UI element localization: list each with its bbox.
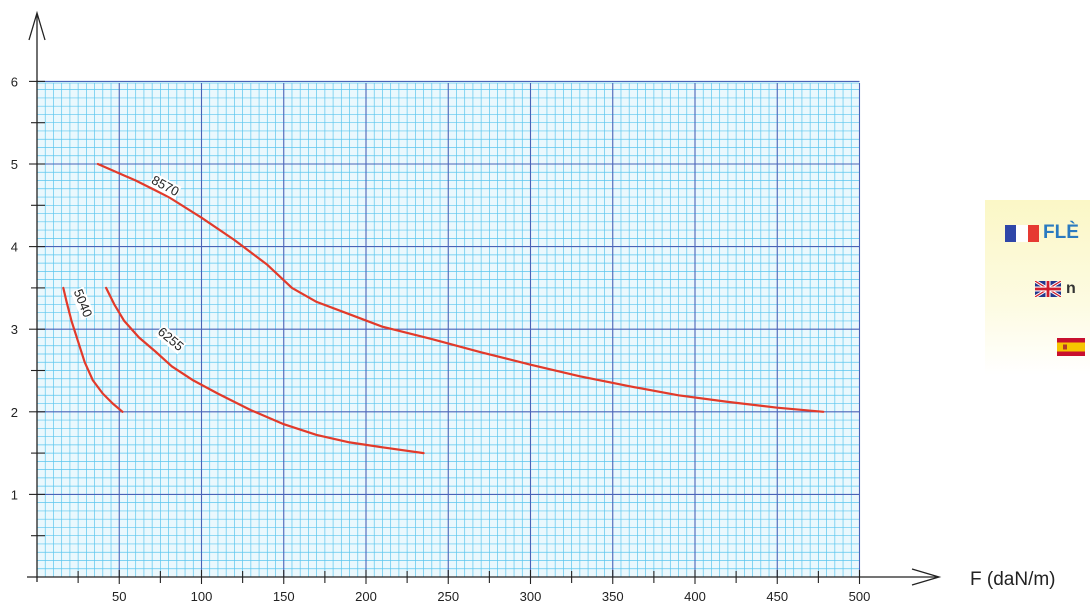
axis-ticks: 50 100 150 200 250 300 350 400 450 500 1 2 3 4 5 6 [11, 74, 871, 604]
x-tick-label: 350 [602, 589, 624, 604]
curve-6255 [104, 286, 425, 455]
y-tick-label: 4 [11, 240, 18, 255]
x-tick-label: 200 [355, 589, 377, 604]
legend-spanish [1057, 338, 1085, 356]
x-tick-label: 300 [520, 589, 542, 604]
legend-french: FLÈ [1005, 222, 1079, 244]
y-tick-label: 6 [11, 74, 18, 89]
curve-5040 [62, 286, 124, 413]
y-tick-label: 2 [11, 405, 18, 420]
uk-flag-icon [1035, 281, 1061, 297]
y-tick-label: 1 [11, 487, 18, 502]
curve-label-background [154, 324, 187, 355]
curve-label-background [148, 172, 182, 200]
x-tick-label: 100 [191, 589, 213, 604]
y-tick-label: 3 [11, 322, 18, 337]
legend-french-text: FLÈ [1043, 222, 1079, 243]
french-flag-icon [1005, 224, 1039, 242]
x-axis-arrow [911, 568, 942, 586]
spain-flag-icon [1057, 338, 1085, 356]
x-axis-title: F (daN/m) [970, 569, 1056, 590]
x-tick-label: 500 [849, 589, 871, 604]
curve-label-background [70, 286, 95, 320]
major-grid [37, 80, 861, 577]
x-tick-label: 50 [112, 589, 126, 604]
language-legend: FLÈ n [985, 200, 1090, 375]
curve-8570 [96, 162, 825, 413]
x-tick-label: 150 [273, 589, 295, 604]
x-tick-label: 250 [437, 589, 459, 604]
legend-english-text: n [1066, 280, 1076, 297]
axes [27, 10, 942, 586]
x-tick-label: 400 [684, 589, 706, 604]
curves [62, 162, 825, 455]
legend-english: n [1035, 280, 1076, 298]
x-tick-label: 450 [766, 589, 788, 604]
y-tick-label: 5 [11, 157, 18, 172]
y-axis-arrow [28, 10, 46, 41]
